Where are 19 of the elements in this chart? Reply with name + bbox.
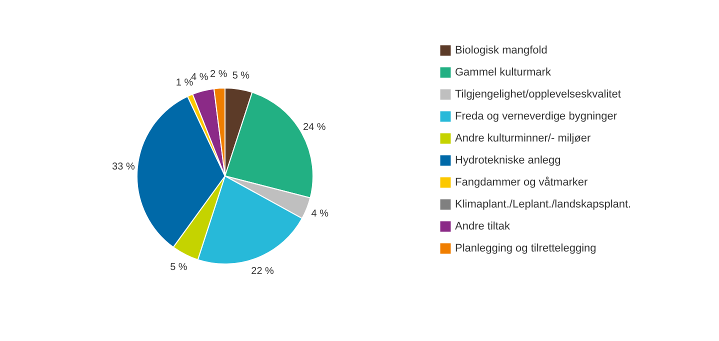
data-label: 24 % bbox=[302, 122, 326, 133]
legend-label: Fangdammer og våtmarker bbox=[455, 176, 588, 188]
data-label: 1 % bbox=[176, 77, 194, 88]
data-label: 4 % bbox=[191, 72, 208, 84]
data-label: 22 % bbox=[251, 266, 274, 277]
data-label: 5 % bbox=[232, 70, 250, 82]
legend-label: Biologisk mangfold bbox=[455, 44, 548, 56]
legend-label: Gammel kulturmark bbox=[455, 66, 552, 78]
legend-label: Freda og verneverdige bygninger bbox=[455, 110, 618, 122]
legend-label: Andre tiltak bbox=[455, 220, 511, 232]
data-label: 33 % bbox=[112, 161, 135, 172]
legend-label: Andre kulturminner/- miljøer bbox=[455, 132, 592, 144]
data-label: 5 % bbox=[170, 262, 188, 273]
legend-label: Planlegging og tilrettelegging bbox=[455, 242, 596, 254]
data-label: 2 % bbox=[210, 69, 228, 80]
legend-label: Klimaplant./Leplant./landskapsplant. bbox=[455, 198, 632, 210]
legend-label: Tilgjengelighet/opplevelseskvalitet bbox=[455, 88, 621, 100]
data-label: 4 % bbox=[311, 208, 329, 220]
legend-label: Hydrotekniske anlegg bbox=[455, 154, 561, 166]
